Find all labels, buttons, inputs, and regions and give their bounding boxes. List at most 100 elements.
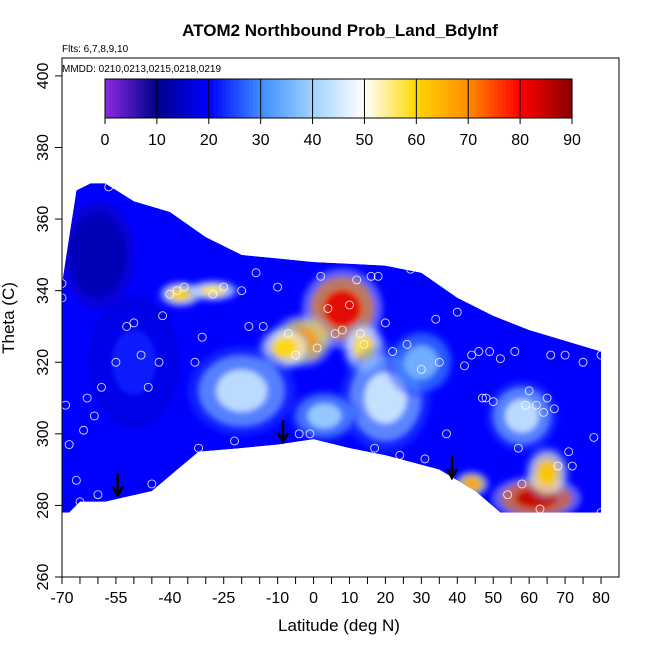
colorbar-segment [365,79,371,118]
colorbar-segment [459,79,464,118]
colorbar-segment [217,79,223,118]
colorbar-segment [159,79,164,118]
x-tick-label: -70 [50,590,73,607]
colorbar-segment [155,79,161,118]
colorbar-segment [241,79,246,118]
data-point [513,443,523,453]
data-point [190,357,200,367]
colorbar-tick-label: 50 [356,132,374,149]
data-point [402,339,412,349]
data-point [219,282,229,292]
colorbar-tick-label: 40 [304,132,322,149]
colorbar-segment [416,79,421,118]
y-axis: 260 280 300 320 340 360 380 400 [35,62,62,590]
data-point [477,393,487,403]
data-point [596,508,606,518]
colorbar-segment [509,79,515,118]
colorbar-segment [431,79,437,118]
colorbar-tick-label: 70 [459,132,477,149]
data-point [481,393,491,403]
colorbar-segment [568,79,573,118]
colorbar-segment [213,79,219,118]
data-point [273,282,283,292]
data-point [79,425,89,435]
x-tick-label: 40 [448,590,466,607]
colorbar-segment [533,79,538,118]
data-point [380,318,390,328]
colorbar-segment [330,79,336,118]
data-point [467,350,477,360]
colorbar-segment [556,79,561,118]
data-point [420,454,430,464]
data-point [208,289,218,299]
colorbar-segment [443,79,449,118]
colorbar-segment [303,79,308,118]
colorbar-segment [326,79,332,118]
data-point [485,347,495,356]
colorbar-tick-label: 80 [511,132,529,149]
heatmap-cell [307,403,342,429]
x-tick-label: 20 [377,590,395,607]
colorbar-segment [225,79,231,118]
colorbar-segment [334,79,340,118]
colorbar-segment [186,79,192,118]
x-tick-label: 30 [412,590,430,607]
data-point [147,479,157,489]
data-point [237,286,247,296]
colorbar-segment [178,79,184,118]
data-point [442,429,451,439]
data-point [431,314,441,324]
data-point [549,404,559,414]
colorbar-segment [221,79,227,118]
y-tick-label: 260 [35,564,52,591]
colorbar-segment [428,79,433,118]
colorbar-segment [319,79,324,118]
colorbar-segment [373,79,379,118]
data-point [510,347,520,356]
colorbar-segment [513,79,519,118]
y-tick-label: 300 [35,420,52,447]
x-axis-label: Latitude (deg N) [278,616,400,635]
colorbar-segment [280,79,285,118]
colorbar-segment [167,79,172,118]
colorbar-segment [260,79,266,118]
data-point [71,475,81,485]
colorbar-segment [284,79,289,118]
colorbar-segment [350,79,355,118]
colorbar-segment [521,79,526,118]
data-point [524,386,534,396]
data-point [316,271,326,281]
colorbar-segment [338,79,343,118]
colorbar-segment [268,79,273,118]
colorbar-segment [354,79,359,118]
colorbar-segment [175,79,180,118]
x-tick-label: 10 [341,590,359,607]
data-point [355,329,365,339]
y-tick-label: 340 [35,277,52,304]
colorbar-segment [490,79,495,118]
colorbar-segment [451,79,456,118]
data-point [291,350,301,360]
colorbar-segment [171,79,176,118]
colorbar-segment [505,79,511,118]
colorbar-segment [264,79,270,118]
colorbar-tick-label: 60 [407,132,425,149]
colorbar-segment [140,79,145,118]
colorbar-segment [412,79,417,118]
arrow-head [111,486,124,499]
data-point [589,432,599,442]
x-tick-label: 50 [484,590,502,607]
colorbar-segment [237,79,242,118]
arrow-marker [276,419,290,445]
arrow-head [445,468,458,481]
x-tick-label: 80 [592,590,610,607]
data-point [111,357,121,367]
data-point [158,311,168,321]
colorbar-segment [315,79,320,118]
colorbar-segment [494,79,499,118]
colorbar-segment [447,79,452,118]
colorbar-segment [112,79,118,118]
data-point [172,286,182,296]
data-point [564,447,574,457]
colorbar-segment [307,79,312,118]
